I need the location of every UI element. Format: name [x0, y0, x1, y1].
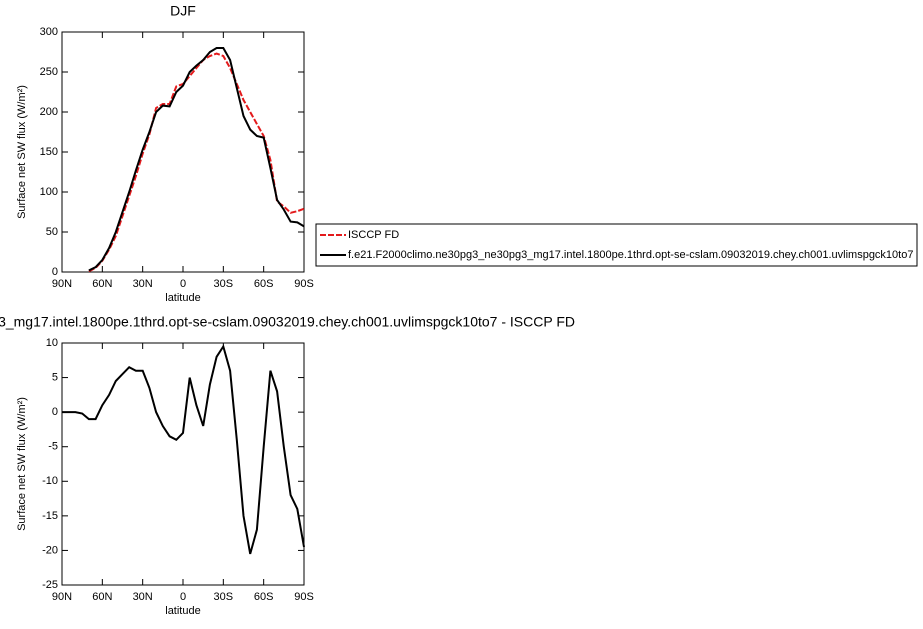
- x-tick-label: 30N: [133, 591, 153, 603]
- x-tick-label: 90N: [52, 278, 72, 290]
- series-line: [88, 47, 305, 272]
- y-tick-label: -5: [48, 441, 58, 453]
- x-tick-label: 90S: [294, 278, 314, 290]
- y-tick-label: 150: [40, 146, 58, 158]
- y-tick-label: 10: [46, 337, 58, 349]
- y-tick-label: 50: [46, 226, 58, 238]
- y-tick-label: 0: [52, 406, 58, 418]
- x-tick-label: 60S: [254, 591, 274, 603]
- y-tick-label: -20: [42, 544, 58, 556]
- legend-label: f.e21.F2000climo.ne30pg3_ne30pg3_mg17.in…: [348, 249, 913, 261]
- x-tick-label: 60N: [92, 591, 112, 603]
- plot-frame: [61, 342, 305, 586]
- series-line: [88, 52, 305, 273]
- x-tick-label: 0: [180, 278, 186, 290]
- x-tick-label: 30S: [214, 591, 234, 603]
- x-axis-label: latitude: [165, 605, 200, 617]
- x-tick-label: 0: [180, 591, 186, 603]
- x-axis-label: latitude: [165, 292, 200, 304]
- y-tick-label: 300: [40, 26, 58, 38]
- chart-title: f.e21.F2000climo.ne30pg3_ne30pg3_mg17.in…: [0, 314, 575, 330]
- y-tick-label: -10: [42, 475, 58, 487]
- x-tick-label: 30N: [133, 278, 153, 290]
- x-tick-label: 30S: [214, 278, 234, 290]
- y-tick-label: 100: [40, 186, 58, 198]
- legend-box: [315, 223, 918, 267]
- legend-label: ISCCP FD: [348, 229, 399, 241]
- y-tick-label: 0: [52, 266, 58, 278]
- y-tick-label: 200: [40, 106, 58, 118]
- x-tick-label: 60N: [92, 278, 112, 290]
- chart-title: DJF: [170, 3, 196, 19]
- y-tick-label: 5: [52, 371, 58, 383]
- y-axis-label: Surface net SW flux (W/m²): [16, 85, 28, 219]
- x-tick-label: 90N: [52, 591, 72, 603]
- series-line: [62, 344, 305, 555]
- y-tick-label: -25: [42, 579, 58, 591]
- y-axis-label: Surface net SW flux (W/m²): [16, 397, 28, 531]
- y-tick-label: 250: [40, 66, 58, 78]
- y-tick-label: -15: [42, 510, 58, 522]
- x-tick-label: 60S: [254, 278, 274, 290]
- x-tick-label: 90S: [294, 591, 314, 603]
